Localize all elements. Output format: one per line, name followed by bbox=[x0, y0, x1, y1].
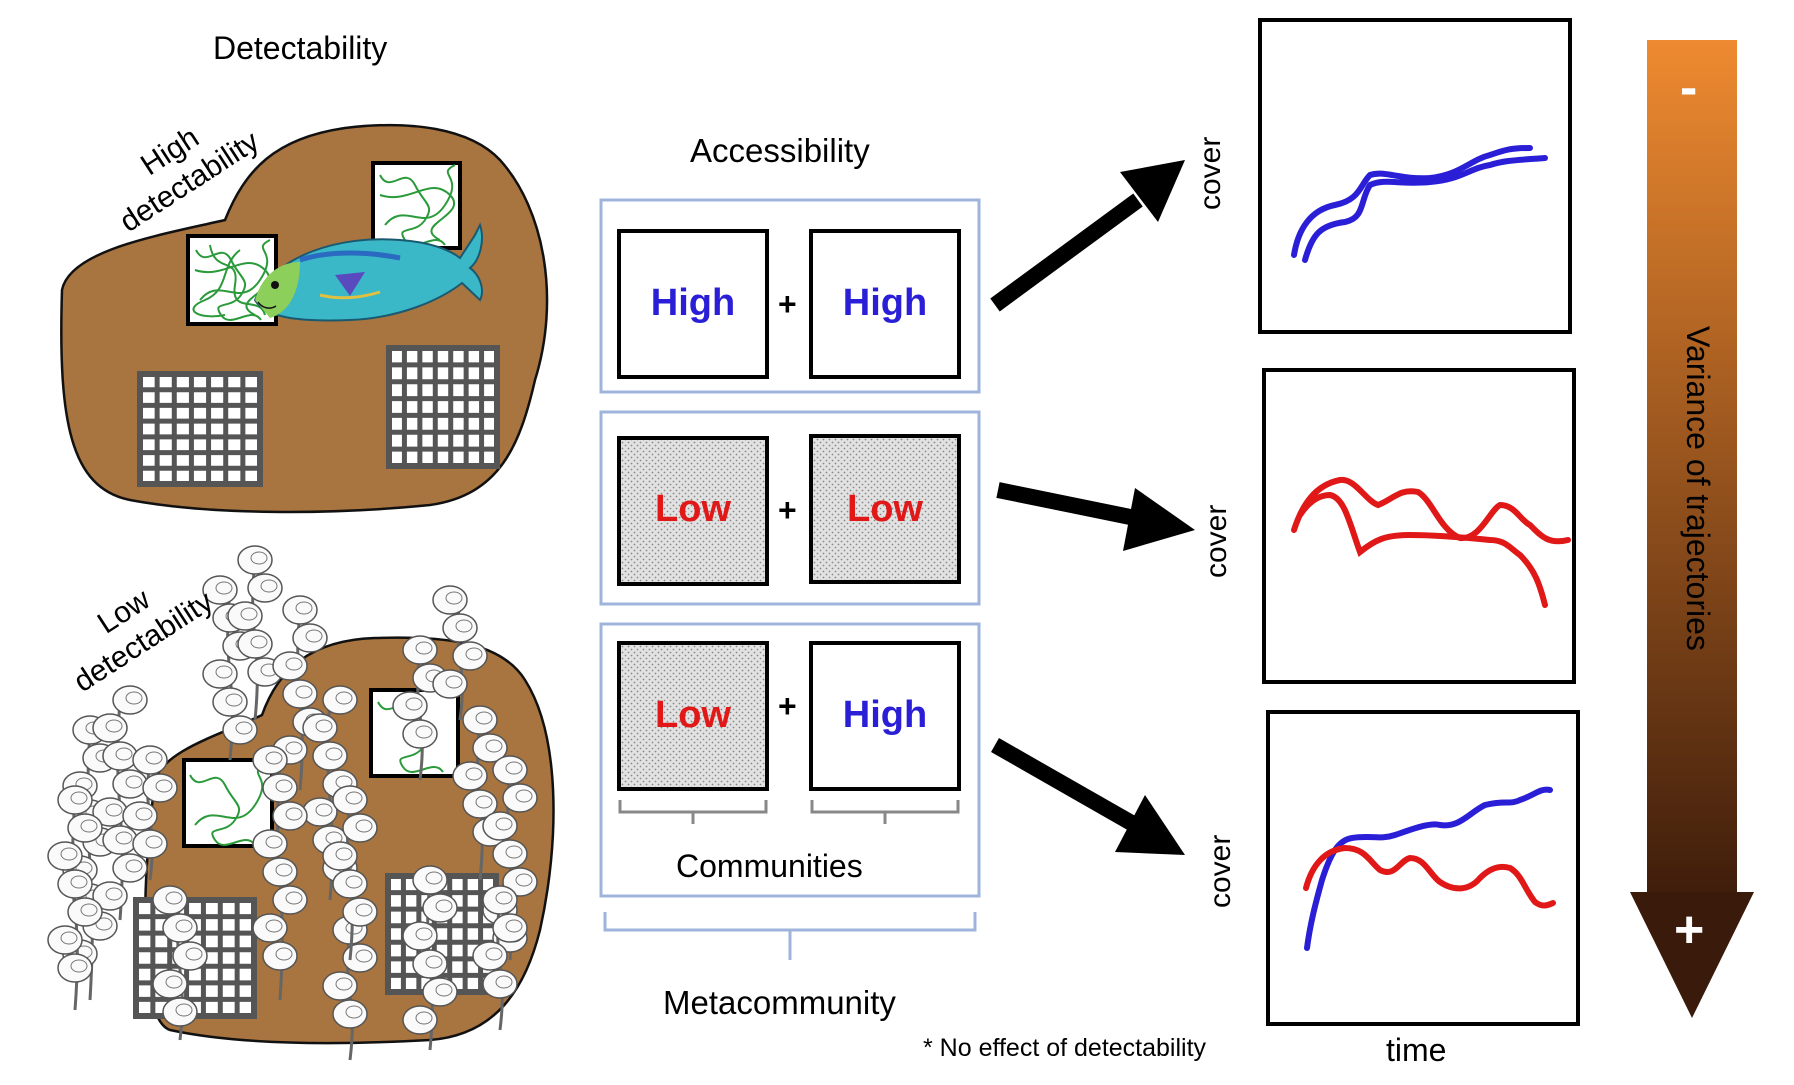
parrotfish bbox=[253, 222, 483, 322]
community-3-left-level: Low bbox=[655, 694, 731, 736]
trajectory-plots bbox=[1258, 18, 1580, 1026]
footnote: * No effect of detectability bbox=[923, 1034, 1207, 1062]
seaweed-stalk bbox=[402, 865, 458, 1051]
high-detectability-reef bbox=[60, 123, 549, 514]
community-box-2-left bbox=[617, 436, 769, 586]
plus-sign-2: + bbox=[778, 492, 797, 528]
algae-plot-high-2 bbox=[371, 161, 462, 250]
plus-sign-3: + bbox=[778, 688, 797, 724]
y-axis-label-plot-1: cover bbox=[1194, 136, 1227, 210]
community-box-3-left bbox=[617, 641, 769, 791]
seaweed-stalk bbox=[202, 575, 258, 761]
cage-high-2 bbox=[386, 345, 500, 469]
variance-arrow-shaft bbox=[1647, 40, 1737, 920]
metacommunity-label: Metacommunity bbox=[663, 984, 896, 1021]
seaweed-stalk bbox=[92, 685, 148, 921]
community-bracket-right bbox=[810, 800, 960, 824]
seaweed-stalk bbox=[392, 635, 448, 781]
arrow-to-plot-3 bbox=[991, 738, 1185, 855]
seaweed-stalk bbox=[252, 745, 308, 1001]
community-box-1-right bbox=[809, 229, 961, 379]
macroalgae-canopy bbox=[47, 545, 538, 1061]
variance-label: Variance of trajectories bbox=[1680, 326, 1716, 651]
cage-high-1 bbox=[137, 371, 263, 487]
communities-label: Communities bbox=[676, 848, 863, 884]
accessibility-panels bbox=[599, 198, 981, 960]
panel-high-high bbox=[599, 198, 981, 394]
detectability-title: Detectability bbox=[213, 30, 388, 66]
arrow-to-plot-1 bbox=[990, 160, 1185, 312]
community-bracket-left bbox=[618, 800, 768, 824]
algae-plot-high-1 bbox=[186, 234, 278, 326]
y-axis-label-plot-3: cover bbox=[1204, 834, 1237, 908]
trajectory-blue-3 bbox=[1304, 786, 1553, 951]
algae-plot-low-1 bbox=[182, 758, 274, 848]
community-2-left-level: Low bbox=[655, 488, 731, 530]
arrows bbox=[990, 160, 1195, 855]
community-box-1-left bbox=[617, 229, 769, 379]
community-1-left-level: High bbox=[650, 282, 736, 324]
variance-arrow bbox=[1630, 40, 1754, 1018]
community-2-right-level: Low bbox=[847, 488, 923, 530]
variance-minus: - bbox=[1680, 59, 1698, 117]
plot-1-lines bbox=[1291, 145, 1548, 263]
variance-plus: + bbox=[1674, 901, 1705, 959]
trajectory-blue-1b bbox=[1302, 155, 1548, 263]
plot-3-lines bbox=[1303, 786, 1556, 951]
panel-low-low bbox=[599, 410, 981, 606]
accessibility-title: Accessibility bbox=[690, 132, 870, 169]
community-3-right-level: High bbox=[842, 694, 928, 736]
x-axis-label: time bbox=[1386, 1032, 1447, 1068]
seaweed-stalk bbox=[122, 745, 178, 881]
community-1-right-level: High bbox=[842, 282, 928, 324]
y-axis-label-plot-2: cover bbox=[1200, 504, 1233, 578]
seaweed-stalk bbox=[152, 885, 208, 1041]
plus-sign-1: + bbox=[778, 286, 797, 322]
plot-frame-2 bbox=[1262, 368, 1576, 684]
seaweed-stalk bbox=[47, 785, 103, 1011]
trajectory-red-2b bbox=[1297, 491, 1548, 608]
trajectory-red-2a bbox=[1291, 476, 1571, 545]
seaweed-stalk bbox=[472, 885, 528, 1031]
panel-low-high bbox=[599, 622, 981, 898]
plot-frame-3 bbox=[1266, 710, 1580, 1026]
community-box-2-right bbox=[809, 434, 961, 584]
plot-2-lines bbox=[1291, 476, 1571, 608]
metacommunity-bracket bbox=[603, 912, 977, 960]
arrow-to-plot-2 bbox=[996, 482, 1195, 551]
variance-arrow-head bbox=[1630, 892, 1754, 1018]
community-box-3-right bbox=[809, 641, 961, 791]
low-detectability-reef bbox=[47, 545, 555, 1061]
trajectory-red-3 bbox=[1303, 844, 1556, 909]
trajectory-blue-1a bbox=[1291, 145, 1533, 258]
seaweed-stalk bbox=[432, 585, 488, 721]
seaweed-stalk bbox=[322, 785, 378, 961]
